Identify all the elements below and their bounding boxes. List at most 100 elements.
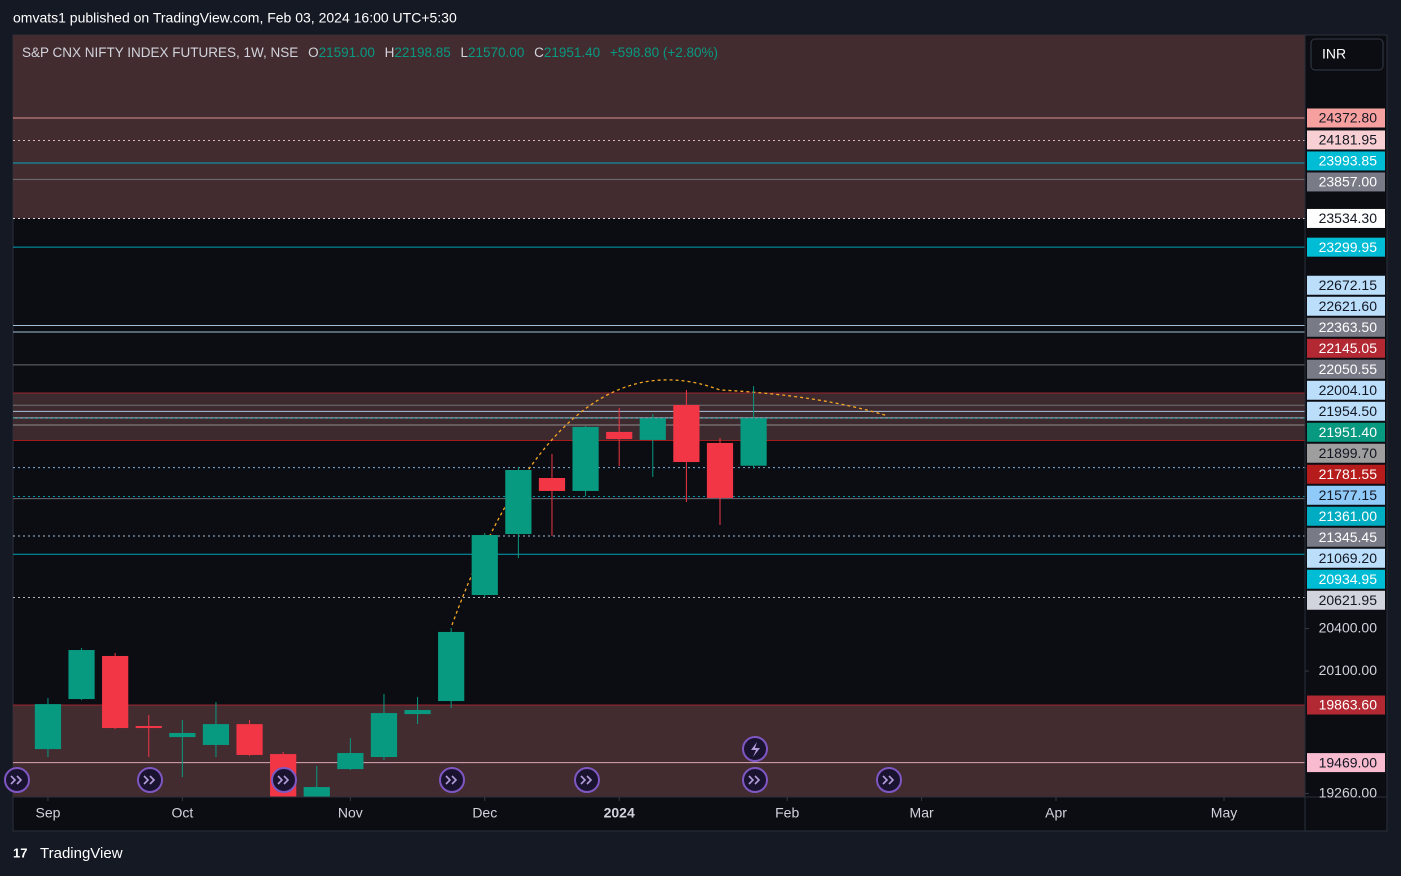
- level-label-bg: [1307, 590, 1385, 610]
- candle-body: [606, 431, 633, 440]
- event-icon: [876, 767, 902, 793]
- candle-body: [303, 787, 330, 797]
- y-tick-label: 20400.00: [1319, 619, 1378, 635]
- axes: 20400.00 20100.00 19260.00 Sep Oct Nov Dec 2024…: [35, 108, 1385, 821]
- event-icon-glyph: [580, 775, 593, 785]
- event-icon: [137, 767, 163, 793]
- level-label: 19863.60: [1319, 697, 1378, 713]
- candle-body: [505, 470, 532, 535]
- level-label: 22363.50: [1319, 319, 1378, 335]
- level-label-bg: [1307, 464, 1385, 484]
- level-label-bg: [1307, 317, 1385, 337]
- x-tick-label: 2024: [604, 805, 635, 821]
- level-label: 20934.95: [1319, 571, 1378, 587]
- level-label-bg: [1307, 338, 1385, 358]
- level-label-bg: [1307, 237, 1385, 257]
- level-label: 22145.05: [1319, 340, 1378, 356]
- event-icon-glyph: [751, 742, 760, 757]
- level-label: 23299.95: [1319, 239, 1378, 255]
- event-icon-glyph: [882, 775, 895, 785]
- level-label-bg: [1307, 208, 1385, 228]
- level-label-bg: [1307, 548, 1385, 568]
- event-icon: [742, 767, 768, 793]
- candle-body: [572, 426, 599, 491]
- candle-body: [68, 650, 95, 700]
- level-label: 24372.80: [1319, 110, 1378, 126]
- candle-body: [337, 753, 364, 770]
- event-icon: [574, 767, 600, 793]
- event-icons: [4, 736, 902, 793]
- level-label-bg: [1307, 172, 1385, 192]
- currency[interactable]: INR: [1322, 46, 1346, 62]
- brand: TradingView: [40, 845, 123, 862]
- level-label-bg: [1307, 485, 1385, 505]
- x-tick-label: May: [1211, 805, 1237, 821]
- level-label: 21954.50: [1319, 403, 1378, 419]
- candle-body: [34, 704, 62, 750]
- level-label-bg: [1307, 753, 1385, 773]
- level-label: 21361.00: [1319, 508, 1378, 524]
- level-label-bg: [1307, 275, 1385, 295]
- ohlc-value: 21951.40: [544, 45, 600, 60]
- level-label-bg: [1307, 527, 1385, 547]
- level-label: 21951.40: [1319, 424, 1378, 440]
- candle-body: [135, 725, 162, 729]
- candle-body: [169, 732, 196, 738]
- legend: S&P CNX NIFTY INDEX FUTURES, 1W, NSE O21…: [22, 45, 718, 60]
- x-tick-label: Sep: [35, 805, 60, 821]
- candle-body: [639, 418, 666, 440]
- level-label: 21345.45: [1319, 529, 1378, 545]
- level-label-bg: [1307, 569, 1385, 589]
- event-icon-glyph: [143, 775, 156, 785]
- candle-body: [438, 631, 465, 702]
- zones: [13, 35, 1305, 797]
- level-label-bg: [1307, 130, 1385, 150]
- level-label-bg: [1307, 695, 1385, 715]
- zone: [13, 35, 1305, 219]
- candle-body: [370, 713, 398, 758]
- ohlc-key: O: [308, 45, 319, 60]
- level-label: 20621.95: [1319, 592, 1378, 608]
- y-tick-label: 20100.00: [1319, 662, 1378, 678]
- event-icon-glyph: [445, 775, 458, 785]
- candle-body: [236, 724, 263, 755]
- candle-body: [538, 477, 566, 491]
- level-label-bg: [1307, 506, 1385, 526]
- candle-body: [471, 535, 498, 596]
- level-label: 23534.30: [1319, 210, 1378, 226]
- level-label: 19469.00: [1319, 754, 1378, 770]
- event-icon-glyph: [10, 775, 23, 785]
- candle-body: [102, 655, 129, 729]
- level-label: 21069.20: [1319, 550, 1378, 566]
- brand-logo: 17: [13, 845, 27, 860]
- event-icon-glyph: [748, 775, 761, 785]
- level-lines: [13, 117, 1305, 764]
- ohlc-key: H: [385, 45, 395, 60]
- level-label: 24181.95: [1319, 132, 1378, 148]
- event-icon: [439, 767, 465, 793]
- candle-body: [740, 418, 767, 466]
- level-label-bg: [1307, 422, 1385, 442]
- ohlc-key: L: [461, 45, 469, 60]
- candle-body: [673, 404, 700, 463]
- x-tick-label: Nov: [338, 805, 363, 821]
- level-label: 22621.60: [1319, 298, 1378, 314]
- level-label: 23857.00: [1319, 174, 1378, 190]
- currency-button[interactable]: [1310, 38, 1384, 71]
- level-label-bg: [1307, 443, 1385, 463]
- x-tick-label: Dec: [472, 805, 497, 821]
- ohlc-value: 22198.85: [394, 45, 450, 60]
- event-icon: [4, 767, 30, 793]
- x-tick-label: Oct: [171, 805, 193, 821]
- level-label-bg: [1307, 151, 1385, 171]
- x-tick-label: Apr: [1045, 805, 1067, 821]
- level-label: 21899.70: [1319, 445, 1378, 461]
- candle-body: [202, 724, 230, 745]
- level-label-bg: [1307, 380, 1385, 400]
- level-label-bg: [1307, 401, 1385, 421]
- x-tick-label: Feb: [775, 805, 799, 821]
- ohlc-key: C: [534, 45, 544, 60]
- candle-body: [404, 710, 431, 715]
